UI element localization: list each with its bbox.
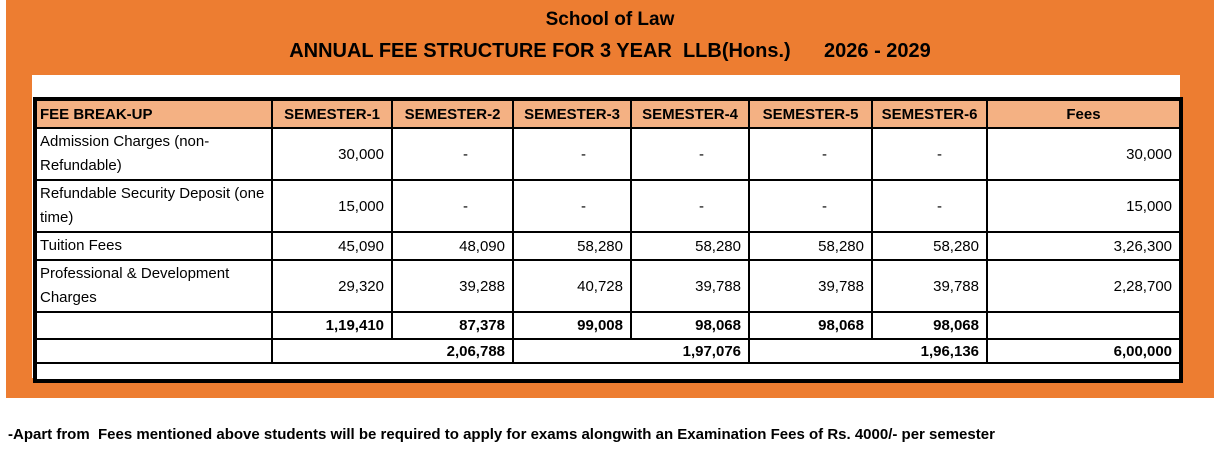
fee-cell: 29,320 xyxy=(271,259,393,313)
col-header-semester-5: SEMESTER-5 xyxy=(748,98,873,129)
fee-cell: 58,280 xyxy=(871,231,988,261)
year1-total-cell: 2,06,788 xyxy=(271,338,514,364)
row-label: Tuition Fees xyxy=(34,231,273,261)
col-header-semester-4: SEMESTER-4 xyxy=(630,98,750,129)
col-header-semester-2: SEMESTER-2 xyxy=(391,98,514,129)
row-security-deposit: Refundable Security Deposit (one time) 1… xyxy=(34,179,1182,233)
fee-cell: - xyxy=(748,127,873,181)
fee-cell: 58,280 xyxy=(630,231,750,261)
row-label: Professional & Development Charges xyxy=(34,259,273,313)
fee-cell: 30,000 xyxy=(271,127,393,181)
fee-cell: - xyxy=(391,179,514,233)
empty-cell xyxy=(34,311,273,340)
semester-total-cell: 98,068 xyxy=(630,311,750,340)
grand-total-cell: 6,00,000 xyxy=(986,338,1182,364)
empty-cell xyxy=(34,362,1182,382)
col-header-semester-3: SEMESTER-3 xyxy=(512,98,632,129)
semester-total-cell: 99,008 xyxy=(512,311,632,340)
title-block: School of Law ANNUAL FEE STRUCTURE FOR 3… xyxy=(6,0,1214,66)
fee-cell: 58,280 xyxy=(512,231,632,261)
col-header-fee-breakup: FEE BREAK-UP xyxy=(34,98,273,129)
fee-total-cell: 15,000 xyxy=(986,179,1182,233)
fee-cell: 39,788 xyxy=(871,259,988,313)
row-professional-development: Professional & Development Charges 29,32… xyxy=(34,259,1182,313)
fee-cell: - xyxy=(512,127,632,181)
grand-total-cell xyxy=(986,311,1182,340)
semester-total-cell: 98,068 xyxy=(871,311,988,340)
header-row: FEE BREAK-UP SEMESTER-1 SEMESTER-2 SEMES… xyxy=(34,98,1182,129)
fee-total-cell: 3,26,300 xyxy=(986,231,1182,261)
row-blank xyxy=(34,362,1182,382)
semester-total-cell: 1,19,410 xyxy=(271,311,393,340)
year2-total-cell: 1,97,076 xyxy=(512,338,750,364)
fee-cell: 39,788 xyxy=(630,259,750,313)
school-title: School of Law xyxy=(545,9,675,30)
fee-structure-title: ANNUAL FEE STRUCTURE FOR 3 YEAR LLB(Hons… xyxy=(289,40,931,62)
row-yearly-totals: 2,06,788 1,97,076 1,96,136 6,00,000 xyxy=(34,338,1182,364)
fee-cell: - xyxy=(391,127,514,181)
fee-cell: 58,280 xyxy=(748,231,873,261)
fee-cell: 39,288 xyxy=(391,259,514,313)
row-label: Refundable Security Deposit (one time) xyxy=(34,179,273,233)
col-header-semester-6: SEMESTER-6 xyxy=(871,98,988,129)
empty-cell xyxy=(34,338,273,364)
examination-fee-note: -Apart from Fees mentioned above student… xyxy=(8,426,995,443)
fee-cell: - xyxy=(871,179,988,233)
fee-total-cell: 2,28,700 xyxy=(986,259,1182,313)
year3-total-cell: 1,96,136 xyxy=(748,338,988,364)
fee-cell: 48,090 xyxy=(391,231,514,261)
row-semester-totals: 1,19,410 87,378 99,008 98,068 98,068 98,… xyxy=(34,311,1182,340)
fee-cell: - xyxy=(512,179,632,233)
fee-cell: - xyxy=(630,179,750,233)
fee-table: FEE BREAK-UP SEMESTER-1 SEMESTER-2 SEMES… xyxy=(33,97,1183,383)
semester-total-cell: 87,378 xyxy=(391,311,514,340)
fee-cell: 15,000 xyxy=(271,179,393,233)
row-tuition-fees: Tuition Fees 45,090 48,090 58,280 58,280… xyxy=(34,231,1182,261)
row-label: Admission Charges (non-Refundable) xyxy=(34,127,273,181)
semester-total-cell: 98,068 xyxy=(748,311,873,340)
fee-cell: - xyxy=(871,127,988,181)
fee-cell: - xyxy=(630,127,750,181)
fee-cell: 45,090 xyxy=(271,231,393,261)
fee-cell: 40,728 xyxy=(512,259,632,313)
fee-cell: 39,788 xyxy=(748,259,873,313)
row-admission-charges: Admission Charges (non-Refundable) 30,00… xyxy=(34,127,1182,181)
col-header-fees: Fees xyxy=(986,98,1182,129)
fee-cell: - xyxy=(748,179,873,233)
col-header-semester-1: SEMESTER-1 xyxy=(271,98,393,129)
fee-total-cell: 30,000 xyxy=(986,127,1182,181)
